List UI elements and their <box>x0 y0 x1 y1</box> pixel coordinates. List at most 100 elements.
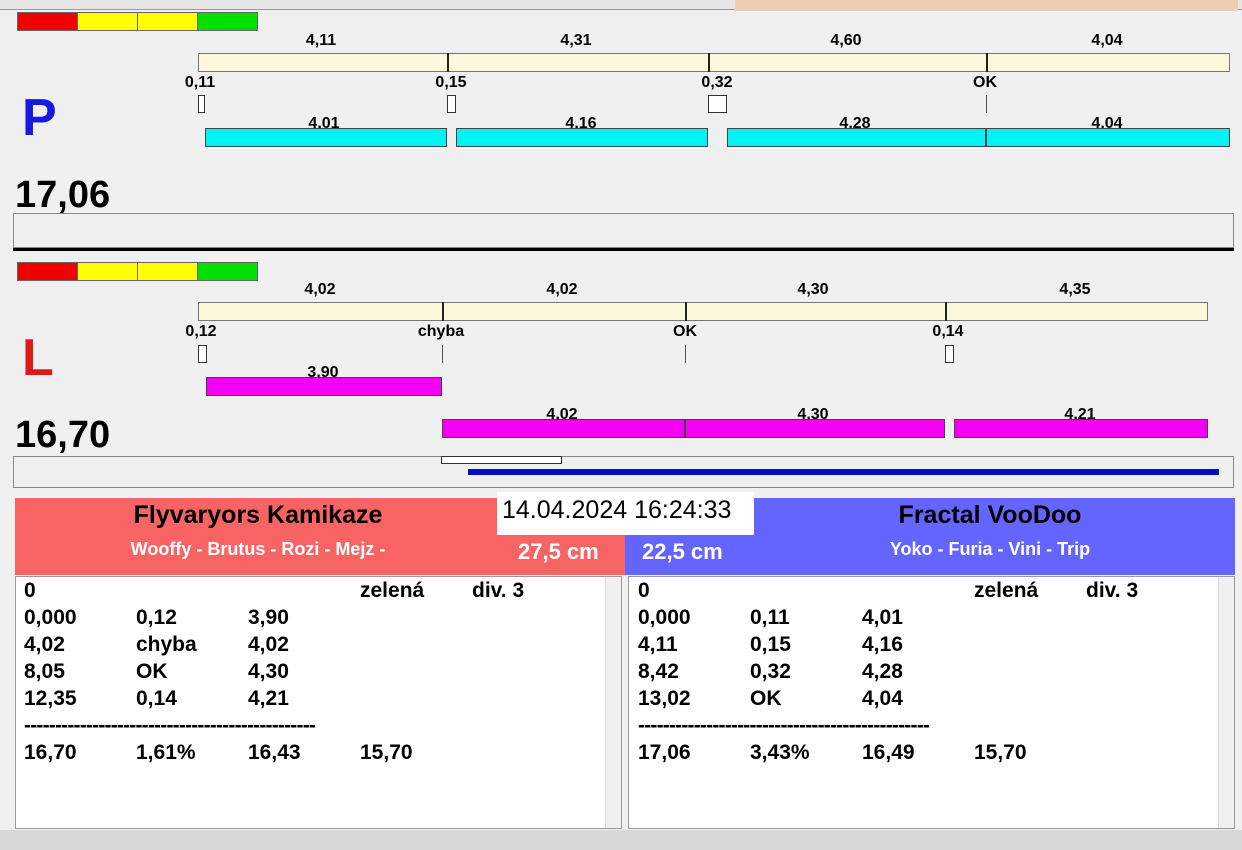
track-divider <box>447 53 449 72</box>
status-cell <box>77 12 138 31</box>
cross-marker <box>198 95 205 113</box>
cross-time: 0,32 <box>701 74 733 91</box>
status-cell <box>137 262 198 281</box>
result-cell: 0,14 <box>136 687 177 710</box>
cross-tick <box>986 95 987 113</box>
result-panel <box>628 576 1235 829</box>
result-cell: 4,02 <box>248 633 289 656</box>
lane-total: 16,70 <box>15 414 111 456</box>
lane-separator <box>13 247 1234 251</box>
status-cell <box>137 12 198 31</box>
result-cell: 8,42 <box>638 660 679 683</box>
summary-cell: 15,70 <box>360 741 413 764</box>
result-cell: 0,12 <box>136 606 177 629</box>
dog-bar <box>456 128 708 147</box>
result-cell: 0,11 <box>750 606 790 629</box>
status-cell <box>197 262 258 281</box>
result-cell: 0,000 <box>24 606 77 629</box>
result-cell: 3,90 <box>248 606 289 629</box>
dog-bar <box>954 419 1208 438</box>
dog-bar <box>205 128 447 147</box>
dog-time: 4,01 <box>308 115 340 132</box>
dog-bar <box>727 128 986 147</box>
summary-cell: 16,43 <box>248 741 301 764</box>
jump-height: 27,5 cm <box>518 539 599 564</box>
lane-letter: P <box>22 89 57 147</box>
bottom-strip <box>0 830 1242 850</box>
cross-time: 0,15 <box>435 74 467 91</box>
start-number: 0 <box>24 579 36 602</box>
result-cell: chyba <box>136 633 197 656</box>
datetime: 14.04.2024 16:24:33 <box>497 492 754 535</box>
summary-cell: 3,43% <box>750 741 810 764</box>
dog-time: 4,28 <box>839 115 871 132</box>
scrollbar[interactable] <box>1218 577 1234 828</box>
progress-line <box>468 469 1219 475</box>
status-cell <box>197 12 258 31</box>
summary-cell: 1,61% <box>136 741 196 764</box>
result-cell: 13,02 <box>638 687 691 710</box>
result-cell: 4,11 <box>638 633 678 656</box>
summary-cell: 16,70 <box>24 741 77 764</box>
dog-bar <box>986 128 1230 147</box>
dog-time: 4,30 <box>797 406 829 423</box>
result-cell: 8,05 <box>24 660 65 683</box>
dog-time: 4,02 <box>546 406 578 423</box>
start-number: 0 <box>638 579 650 602</box>
dog-time: 4,16 <box>565 115 597 132</box>
split-time: 4,30 <box>797 281 829 298</box>
result-cell: 4,16 <box>862 633 903 656</box>
result-cell: OK <box>750 687 782 710</box>
cross-time: OK <box>673 323 697 340</box>
result-cell: 4,30 <box>248 660 289 683</box>
result-cell: 0,15 <box>750 633 791 656</box>
cross-marker <box>945 345 954 363</box>
team-dogs: Wooffy - Brutus - Rozi - Mejz - <box>130 539 386 559</box>
dog-time: 4,21 <box>1064 406 1096 423</box>
split-time: 4,04 <box>1091 32 1123 49</box>
tab-accent <box>735 0 1238 11</box>
cross-time: 0,11 <box>184 74 216 91</box>
collar-color: zelená <box>360 579 425 602</box>
lane-total: 17,06 <box>15 174 111 216</box>
cross-marker <box>708 95 727 113</box>
result-cell: 4,21 <box>248 687 289 710</box>
dog-bar <box>442 419 685 438</box>
result-panel <box>15 576 622 829</box>
cross-marker <box>198 345 207 363</box>
result-cell: OK <box>136 660 168 683</box>
split-time: 4,35 <box>1059 281 1091 298</box>
separator: ----------------------------------------… <box>24 714 316 737</box>
cross-marker <box>447 95 456 113</box>
cross-tick <box>685 345 686 363</box>
dog-bar <box>206 377 442 396</box>
cross-time: 0,14 <box>932 323 964 340</box>
dog-bar <box>685 419 945 438</box>
split-time: 4,11 <box>305 32 337 49</box>
track-bar <box>198 302 1208 321</box>
result-cell: 4,01 <box>862 606 903 629</box>
result-cell: 0,32 <box>750 660 791 683</box>
lane-letter: L <box>22 329 54 387</box>
split-time: 4,60 <box>830 32 862 49</box>
separator: ----------------------------------------… <box>638 714 930 737</box>
top-tabs <box>0 0 1242 10</box>
track-divider <box>945 302 947 321</box>
scrollbar[interactable] <box>605 577 621 828</box>
cross-tick <box>442 345 443 363</box>
team-name: Fractal VooDoo <box>898 501 1082 529</box>
summary-cell: 17,06 <box>638 741 691 764</box>
result-cell: 4,02 <box>24 633 65 656</box>
track-divider <box>442 302 444 321</box>
dog-time: 3,90 <box>307 364 339 381</box>
lane-box <box>13 456 1234 488</box>
cross-time: 0,12 <box>185 323 217 340</box>
team-dogs: Yoko - Furia - Vini - Trip <box>889 539 1091 559</box>
summary-cell: 15,70 <box>974 741 1027 764</box>
lane-box <box>13 213 1234 248</box>
track-bar <box>198 53 1230 72</box>
result-cell: 12,35 <box>24 687 77 710</box>
track-divider <box>708 53 710 72</box>
progress-box <box>441 456 562 464</box>
